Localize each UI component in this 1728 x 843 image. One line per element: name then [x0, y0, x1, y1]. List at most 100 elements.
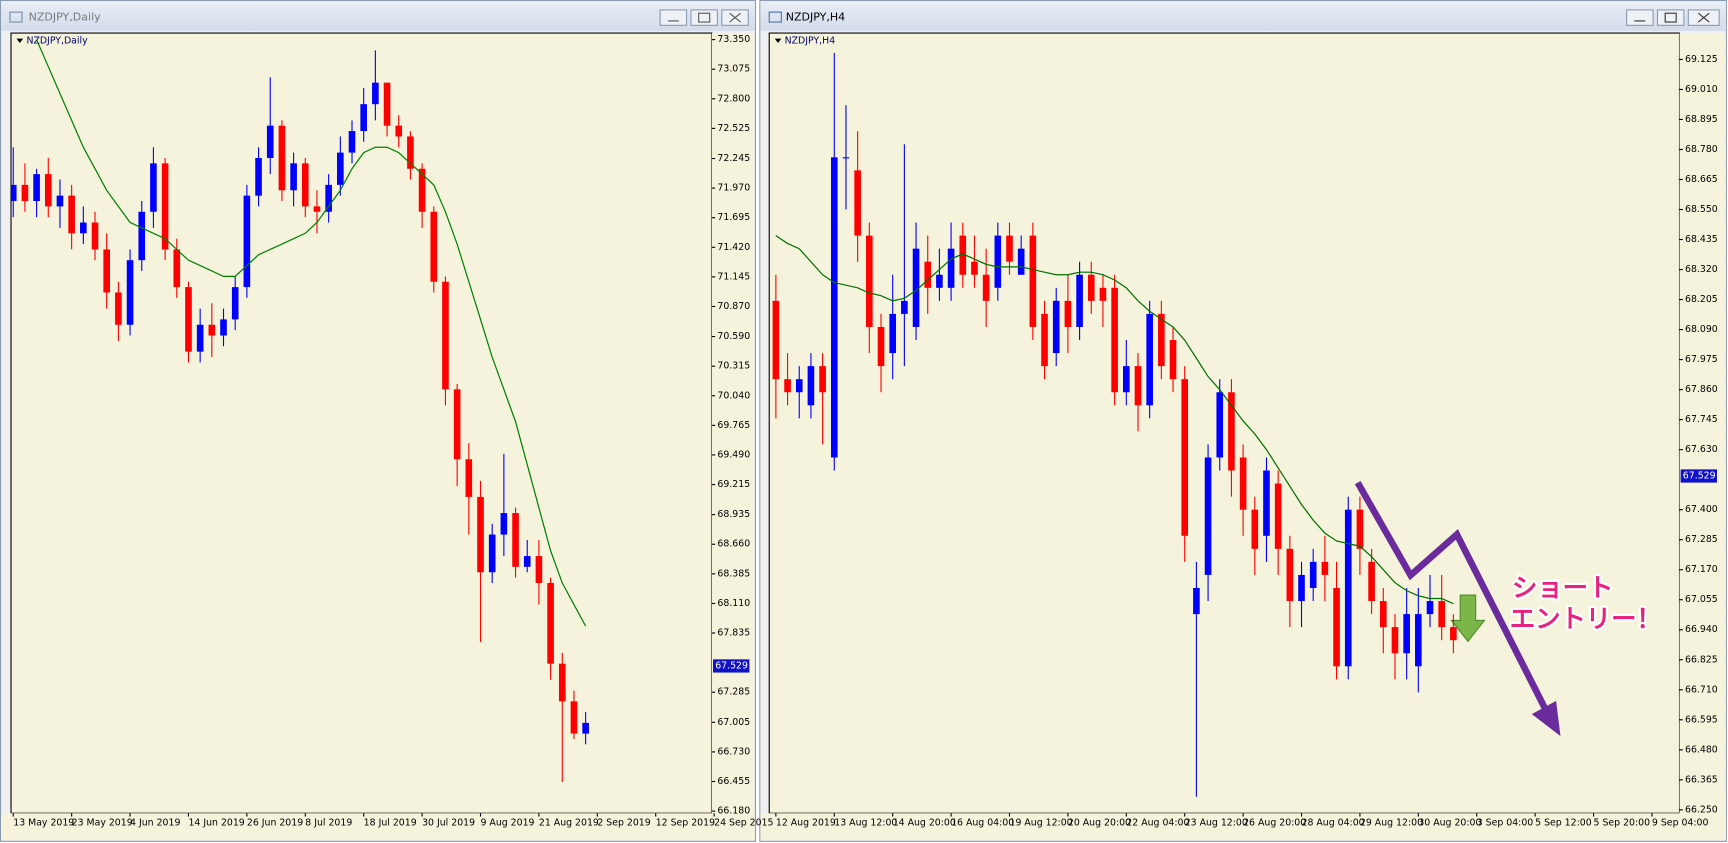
candle-body — [889, 313, 896, 354]
y-tick-label: 66.730 — [717, 746, 750, 757]
candle-body — [383, 82, 391, 126]
candle-body — [1286, 548, 1294, 602]
y-tick-label: 67.170 — [1685, 564, 1718, 575]
candle-body — [1309, 561, 1317, 588]
y-tick-label: 66.480 — [1685, 744, 1718, 755]
candle-body — [348, 131, 356, 153]
x-tick-label: 30 Aug 20:00 — [1418, 818, 1481, 829]
x-tick-label: 26 Aug 20:00 — [1243, 818, 1306, 829]
x-tick-label: 14 Aug 20:00 — [893, 818, 956, 829]
y-tick-label: 68.780 — [1685, 144, 1718, 155]
candle-body — [1181, 379, 1189, 536]
candle-body — [1415, 614, 1422, 667]
y-tick-label: 72.245 — [717, 153, 750, 164]
candle-body — [91, 222, 99, 250]
candle-body — [1333, 587, 1340, 667]
candle-body — [924, 261, 932, 288]
candle-body — [418, 168, 426, 212]
candle-body — [912, 248, 920, 327]
candle-body — [266, 125, 274, 158]
y-tick-label: 69.125 — [1685, 54, 1718, 65]
candle-body — [1450, 627, 1457, 641]
x-tick-label: 20 Aug 20:00 — [1068, 818, 1131, 829]
moving-average — [775, 235, 1454, 605]
current-price-box — [713, 659, 750, 673]
candle-body — [33, 174, 40, 202]
y-tick-label: 67.745 — [1685, 414, 1718, 425]
plot-area — [768, 32, 1681, 814]
y-tick-label: 72.800 — [717, 93, 750, 104]
y-tick-label: 69.215 — [717, 479, 750, 490]
candle-body — [947, 248, 955, 288]
candle-body — [1099, 287, 1107, 301]
x-tick-label: 12 Aug 2019 — [776, 818, 836, 829]
title-bar — [1, 1, 755, 31]
candle-body — [126, 260, 134, 325]
window-icon — [9, 11, 23, 23]
y-tick-label: 66.595 — [1685, 714, 1718, 725]
candle-body — [1356, 509, 1364, 549]
candle-body — [115, 292, 122, 325]
y-tick-label: 67.975 — [1685, 354, 1718, 365]
candle-body — [994, 235, 1002, 288]
candle-body — [842, 157, 850, 159]
candle-body — [807, 366, 815, 406]
x-tick-label: 5 Sep 20:00 — [1594, 818, 1651, 829]
candle-body — [1041, 313, 1048, 367]
candle-body — [1344, 509, 1352, 667]
entry-arrow — [1450, 594, 1486, 643]
y-tick-label: 67.400 — [1685, 504, 1718, 515]
x-tick-label: 4 Jun 2019 — [130, 818, 180, 829]
candle-body — [313, 206, 321, 212]
candle-body — [901, 300, 908, 314]
candle-body — [56, 195, 64, 207]
candle-body — [185, 287, 192, 352]
y-tick-label: 70.870 — [717, 301, 750, 312]
candle-body — [337, 152, 344, 185]
y-tick-label: 67.285 — [1685, 534, 1718, 545]
y-tick-label: 68.895 — [1685, 114, 1718, 125]
window-buttons[interactable] — [1626, 9, 1720, 26]
y-tick-label: 66.180 — [717, 806, 750, 817]
window-buttons[interactable] — [659, 9, 749, 26]
y-tick-label: 68.935 — [717, 509, 750, 520]
candle-body — [877, 326, 885, 367]
candle-body — [1146, 313, 1153, 406]
candle-body — [453, 389, 461, 460]
candle-body — [1321, 561, 1329, 575]
window-title: NZDJPY,H4 — [786, 11, 845, 24]
candle-body — [1111, 287, 1118, 393]
candle-body — [1298, 574, 1305, 602]
x-tick-label: 8 Jul 2019 — [305, 818, 352, 829]
x-tick-label: 21 Aug 2019 — [539, 818, 599, 829]
candle-body — [1403, 614, 1410, 654]
x-tick-label: 19 Aug 12:00 — [1009, 818, 1072, 829]
y-tick-label: 68.205 — [1685, 294, 1718, 305]
candle-body — [372, 82, 379, 105]
x-tick-label: 9 Sep 04:00 — [1652, 818, 1709, 829]
y-tick-label: 71.695 — [717, 212, 750, 223]
candle-body — [1368, 561, 1375, 602]
y-tick-label: 71.145 — [717, 271, 750, 282]
current-price-label: 67.529 — [715, 660, 748, 671]
candle-body — [290, 163, 297, 191]
candle-body — [1134, 366, 1142, 406]
candle-body — [173, 249, 181, 288]
y-tick-label: 70.315 — [717, 361, 750, 372]
candle-body — [784, 379, 791, 393]
annotation: ショート — [1512, 573, 1613, 603]
candle-body — [1274, 483, 1282, 549]
y-tick-label: 69.765 — [717, 420, 750, 431]
y-tick-label: 67.835 — [717, 628, 750, 639]
candle-body — [196, 324, 204, 352]
moving-average — [36, 39, 587, 627]
title-bar — [760, 1, 1726, 31]
candle-body — [21, 184, 29, 202]
y-tick-label: 68.385 — [717, 568, 750, 579]
chart-label: NZDJPY,H4 — [785, 35, 836, 46]
candle-body — [570, 701, 578, 734]
x-tick-label: 13 Aug 12:00 — [834, 818, 897, 829]
x-tick-label: 12 Sep 2019 — [656, 818, 715, 829]
y-tick-label: 68.320 — [1685, 264, 1718, 275]
